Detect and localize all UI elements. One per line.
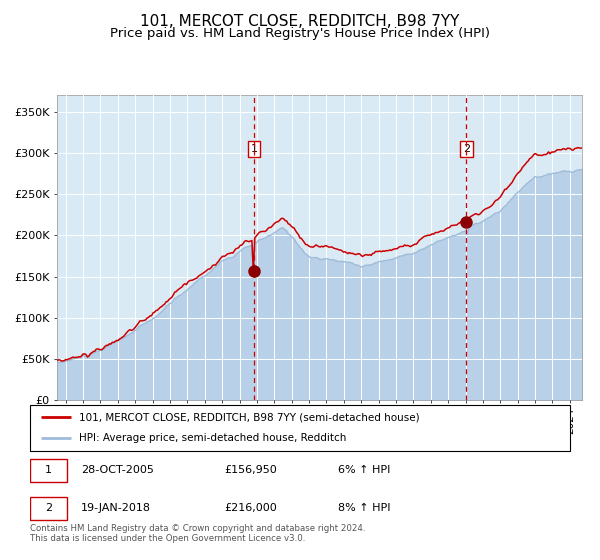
Text: HPI: Average price, semi-detached house, Redditch: HPI: Average price, semi-detached house,…	[79, 433, 346, 444]
Text: 2: 2	[45, 503, 52, 513]
Text: 8% ↑ HPI: 8% ↑ HPI	[338, 503, 390, 513]
Text: 101, MERCOT CLOSE, REDDITCH, B98 7YY: 101, MERCOT CLOSE, REDDITCH, B98 7YY	[140, 14, 460, 29]
FancyBboxPatch shape	[30, 497, 67, 520]
FancyBboxPatch shape	[30, 459, 67, 482]
Text: 19-JAN-2018: 19-JAN-2018	[82, 503, 151, 513]
Text: 28-OCT-2005: 28-OCT-2005	[82, 465, 154, 475]
Text: 1: 1	[45, 465, 52, 475]
Text: £156,950: £156,950	[224, 465, 277, 475]
Text: 2: 2	[463, 144, 470, 154]
Text: 101, MERCOT CLOSE, REDDITCH, B98 7YY (semi-detached house): 101, MERCOT CLOSE, REDDITCH, B98 7YY (se…	[79, 412, 419, 422]
Text: 6% ↑ HPI: 6% ↑ HPI	[338, 465, 390, 475]
Text: Contains HM Land Registry data © Crown copyright and database right 2024.
This d: Contains HM Land Registry data © Crown c…	[30, 524, 365, 543]
Text: Price paid vs. HM Land Registry's House Price Index (HPI): Price paid vs. HM Land Registry's House …	[110, 27, 490, 40]
Text: £216,000: £216,000	[224, 503, 277, 513]
Text: 1: 1	[250, 144, 257, 154]
FancyBboxPatch shape	[30, 405, 570, 451]
